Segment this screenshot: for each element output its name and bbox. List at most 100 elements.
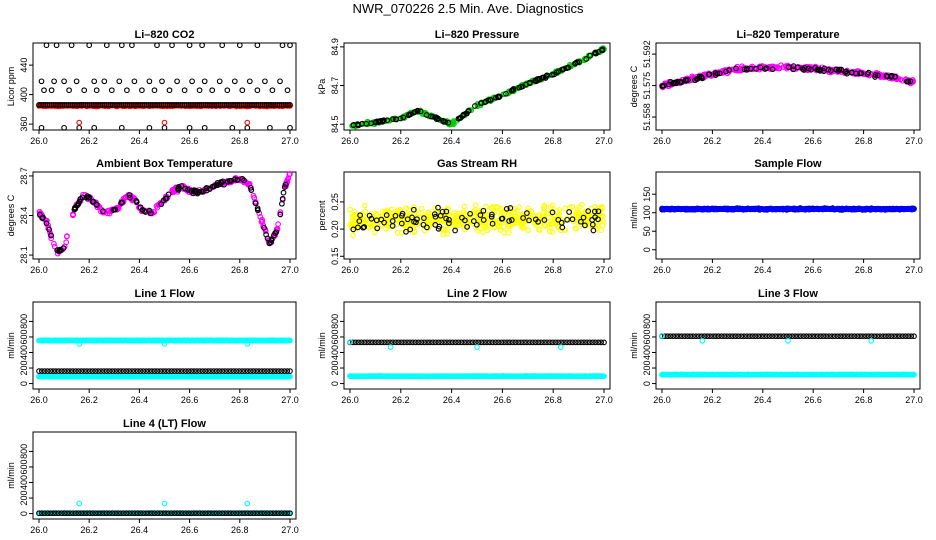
x-tick-label: 27.0 [281, 136, 299, 146]
data-point [43, 42, 50, 49]
x-tick-label: 26.6 [804, 265, 822, 275]
data-point [246, 78, 253, 85]
series-l3_dips [699, 337, 875, 344]
x-tick-label: 26.6 [181, 525, 199, 535]
x-tick-label: 26.6 [804, 136, 822, 146]
data-point [199, 42, 205, 49]
data-point [93, 87, 100, 94]
y-tick-label: 600 [19, 329, 29, 344]
data-point [181, 87, 188, 94]
x-tick-label: 26.4 [131, 136, 149, 146]
data-point [186, 124, 193, 131]
data-point [38, 78, 45, 85]
series-l3_cyan_lo [659, 371, 917, 378]
data-point [287, 337, 293, 344]
y-tick-label: 100 [642, 205, 652, 220]
data-point [91, 78, 98, 85]
data-point [557, 344, 564, 350]
x-tick-label: 27.0 [905, 265, 923, 275]
y-tick-label: 0.25 [330, 193, 340, 211]
data-point [151, 87, 158, 94]
x-tick-label: 26.8 [231, 136, 249, 146]
data-point [254, 87, 261, 94]
y-axis-label: ml/min [629, 202, 639, 229]
data-point [86, 42, 93, 49]
series-l1_black [36, 368, 293, 374]
x-tick-label: 26.0 [653, 136, 671, 146]
y-tick-label: 400 [642, 345, 652, 360]
data-point [483, 203, 489, 210]
x-tick-label: 26.8 [544, 395, 562, 405]
x-tick-label: 26.6 [494, 395, 512, 405]
data-point [68, 42, 75, 49]
x-tick-label: 26.2 [80, 136, 98, 146]
x-tick-label: 26.2 [704, 395, 722, 405]
data-point [911, 371, 917, 378]
data-point [209, 87, 216, 94]
x-tick-label: 27.0 [905, 395, 923, 405]
series-l2_cyan_lo [347, 373, 607, 380]
x-tick-label: 26.8 [855, 136, 873, 146]
x-tick-label: 26.0 [30, 265, 48, 275]
x-tick-label: 27.0 [905, 136, 923, 146]
data-point [131, 78, 138, 85]
x-tick-label: 26.6 [804, 395, 822, 405]
page-title: NWR_070226 2.5 Min. Ave. Diagnostics [352, 1, 584, 16]
plot-frame [32, 42, 297, 131]
x-tick-label: 26.0 [653, 395, 671, 405]
x-tick-label: 26.6 [181, 395, 199, 405]
y-axis-label: ml/min [317, 332, 327, 359]
y-tick-label: 800 [19, 444, 29, 459]
chart-title: Li–820 Pressure [435, 29, 519, 41]
x-tick-label: 26.6 [494, 265, 512, 275]
x-tick-label: 26.0 [341, 265, 359, 275]
x-tick-label: 26.8 [231, 265, 249, 275]
y-tick-label: 400 [19, 345, 29, 360]
data-point [161, 119, 168, 126]
data-point [116, 78, 123, 85]
plot-frame [655, 42, 921, 131]
y-tick-label: 0 [642, 381, 652, 386]
y-tick-label: 400 [330, 345, 340, 360]
data-point [239, 87, 246, 94]
data-point [361, 202, 368, 209]
plot-frame [655, 171, 921, 260]
y-tick-label: 600 [642, 329, 652, 344]
data-point [146, 124, 153, 131]
chart-title: Li–820 Temperature [736, 29, 839, 41]
x-tick-label: 26.8 [231, 525, 249, 535]
plot-frame [343, 42, 611, 131]
data-point [269, 87, 276, 94]
y-tick-label: 200 [19, 491, 29, 506]
series-ref_mid [36, 102, 293, 108]
y-tick-label: 51.575 [642, 72, 652, 100]
data-point [61, 124, 67, 131]
plot-frame [32, 171, 297, 260]
data-point [196, 87, 203, 94]
y-tick-label: 51.592 [642, 40, 652, 68]
data-point [101, 78, 108, 85]
data-point [216, 78, 223, 85]
y-tick-label: 28.1 [19, 246, 29, 264]
data-point [186, 42, 193, 49]
data-point [61, 78, 67, 85]
chart-title: Sample Flow [754, 158, 822, 170]
data-point [516, 204, 522, 210]
x-tick-label: 26.8 [544, 136, 562, 146]
data-point [81, 87, 88, 94]
data-point [169, 42, 175, 49]
data-point [76, 124, 83, 131]
x-tick-label: 26.8 [231, 395, 249, 405]
data-point [38, 124, 45, 131]
data-point [388, 206, 395, 213]
y-axis-label: ml/min [6, 462, 16, 489]
y-tick-label: 0 [642, 247, 652, 252]
data-point [244, 119, 251, 126]
series-box [36, 171, 293, 257]
x-tick-label: 26.4 [443, 136, 461, 146]
